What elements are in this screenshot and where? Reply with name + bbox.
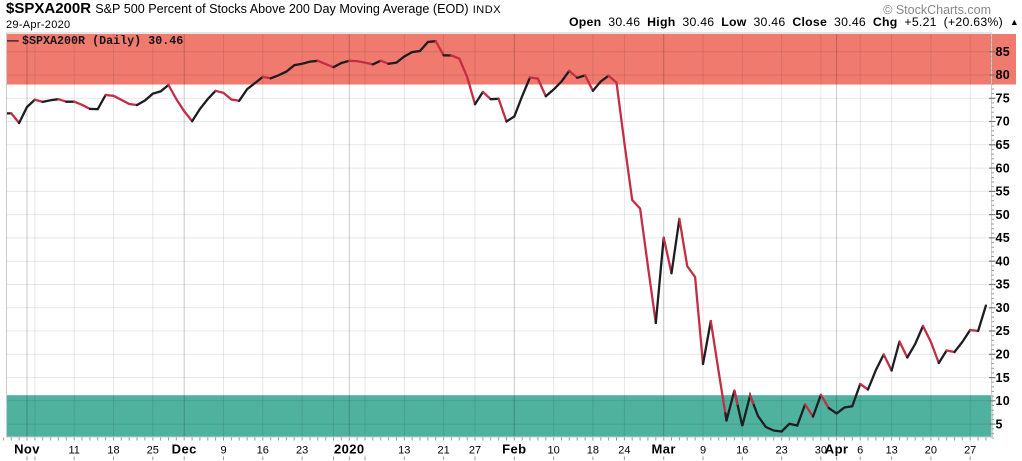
svg-text:55: 55 xyxy=(996,185,1011,199)
svg-text:18: 18 xyxy=(107,444,119,456)
svg-text:5: 5 xyxy=(996,417,1003,431)
svg-text:27: 27 xyxy=(964,444,976,456)
svg-text:65: 65 xyxy=(996,138,1011,152)
svg-text:40: 40 xyxy=(996,254,1011,268)
svg-text:24: 24 xyxy=(618,444,630,456)
svg-text:30: 30 xyxy=(815,444,827,456)
svg-text:9: 9 xyxy=(700,444,706,456)
svg-text:21: 21 xyxy=(437,444,449,456)
svg-text:9: 9 xyxy=(220,444,226,456)
svg-text:Nov: Nov xyxy=(14,441,40,456)
svg-text:20: 20 xyxy=(925,444,937,456)
svg-text:16: 16 xyxy=(736,444,748,456)
svg-text:45: 45 xyxy=(996,231,1011,245)
svg-text:Dec: Dec xyxy=(172,441,197,456)
svg-text:15: 15 xyxy=(996,371,1011,385)
svg-text:23: 23 xyxy=(775,444,787,456)
svg-text:6: 6 xyxy=(857,444,863,456)
svg-text:60: 60 xyxy=(996,161,1011,175)
svg-text:25: 25 xyxy=(996,324,1011,338)
svg-text:70: 70 xyxy=(996,115,1011,129)
svg-text:13: 13 xyxy=(885,444,897,456)
svg-text:80: 80 xyxy=(996,68,1011,82)
svg-text:85: 85 xyxy=(996,45,1011,59)
svg-text:Feb: Feb xyxy=(502,441,526,456)
svg-text:75: 75 xyxy=(996,92,1011,106)
svg-text:10: 10 xyxy=(547,444,559,456)
svg-text:27: 27 xyxy=(469,444,481,456)
svg-text:16: 16 xyxy=(257,444,269,456)
svg-text:23: 23 xyxy=(296,444,308,456)
svg-text:20: 20 xyxy=(996,348,1011,362)
svg-text:50: 50 xyxy=(996,208,1011,222)
svg-text:Mar: Mar xyxy=(652,441,676,456)
svg-text:11: 11 xyxy=(68,444,79,456)
svg-text:2020: 2020 xyxy=(334,441,365,456)
svg-text:13: 13 xyxy=(398,444,410,456)
svg-text:25: 25 xyxy=(147,444,159,456)
svg-text:30: 30 xyxy=(996,301,1011,315)
svg-text:35: 35 xyxy=(996,278,1011,292)
svg-text:10: 10 xyxy=(996,394,1011,408)
svg-text:Apr: Apr xyxy=(825,441,849,456)
svg-text:18: 18 xyxy=(587,444,599,456)
